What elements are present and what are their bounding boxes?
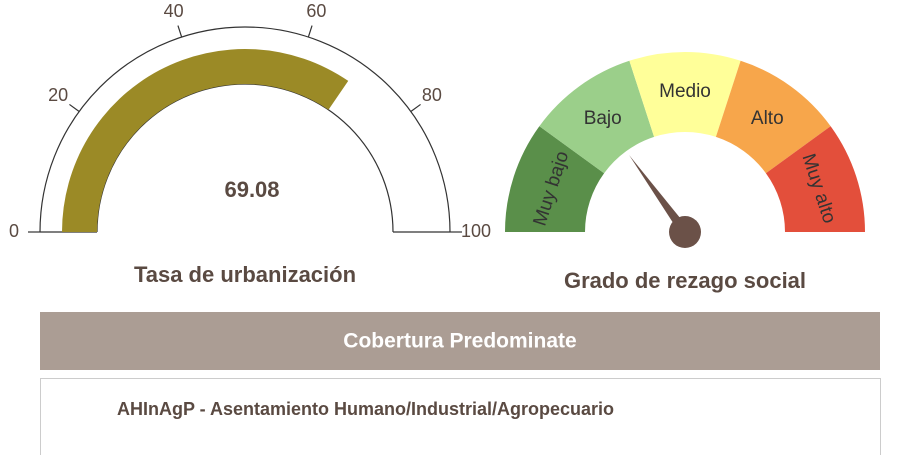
coverage-header: Cobertura Predominate xyxy=(343,330,576,353)
tick-label: 20 xyxy=(48,85,68,105)
tick-label: 0 xyxy=(9,221,19,241)
tick-label: 60 xyxy=(306,1,326,21)
gauge-band xyxy=(539,60,655,174)
band-label: Medio xyxy=(659,81,711,102)
tick-label: 100 xyxy=(461,221,491,241)
coverage-header-bar xyxy=(40,312,880,370)
band-label: Alto xyxy=(751,108,784,129)
needle-hub xyxy=(669,216,701,248)
gauge-band xyxy=(629,52,741,137)
gauge-band xyxy=(715,60,831,174)
tick-label: 40 xyxy=(164,1,184,21)
gauge-value-label: 69.08 xyxy=(224,177,279,202)
tick-mark xyxy=(307,25,313,38)
gauge-band xyxy=(505,126,605,232)
coverage-text: AHInAgP - Asentamiento Humano/Industrial… xyxy=(117,399,614,419)
band-label: Bajo xyxy=(584,108,622,129)
coverage-box xyxy=(40,378,881,455)
tick-mark xyxy=(410,103,421,112)
gauge-title: Grado de rezago social xyxy=(564,268,806,293)
tick-label: 80 xyxy=(422,85,442,105)
gauge-band xyxy=(765,126,865,232)
tick-mark xyxy=(69,103,80,112)
needle xyxy=(629,155,690,235)
gauge-fill xyxy=(62,49,349,232)
gauge-title: Tasa de urbanización xyxy=(134,262,356,287)
tick-mark xyxy=(177,25,183,38)
